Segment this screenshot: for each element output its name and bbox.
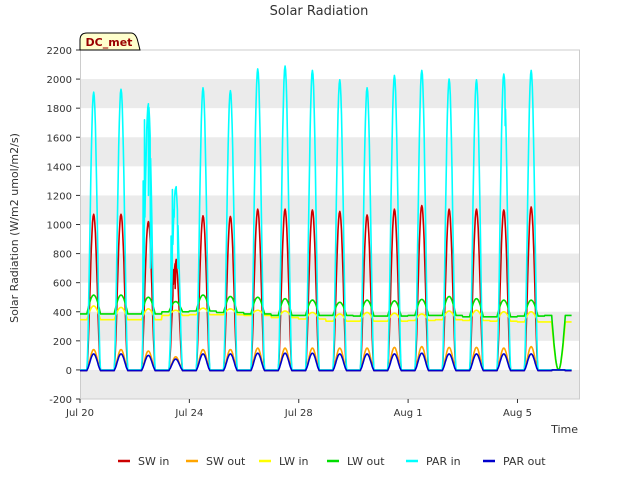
grid-band (80, 195, 579, 225)
y-axis: -200 0 200 400 600 800 1000 1200 1400 1600 1800 200… (47, 46, 80, 406)
legend-label: SW in (138, 455, 169, 468)
chart-title: Solar Radiation (270, 4, 369, 19)
series-line-lw-out (79, 294, 572, 371)
plot-frame (80, 49, 580, 400)
y-tick-label: 2200 (47, 46, 72, 57)
grid-band (80, 79, 579, 109)
legend: SW in SW out LW in LW out PAR in PAR out (118, 455, 546, 468)
x-axis-label: Time (550, 423, 578, 436)
y-axis-label: Solar Radiation (W/m2 umol/m2/s) (8, 133, 21, 323)
grid-band (80, 369, 579, 399)
series-line-lw-in (79, 305, 572, 371)
y-tick-label: 200 (53, 337, 72, 348)
y-tick-label: -200 (49, 395, 72, 406)
y-tick-label: 400 (53, 308, 72, 319)
x-tick-label: Aug 5 (503, 408, 532, 419)
grid-band (80, 253, 579, 283)
legend-label: LW out (347, 455, 385, 468)
y-tick-label: 1600 (47, 133, 72, 144)
y-tick-label: 0 (66, 366, 72, 377)
y-tick-label: 1000 (47, 221, 72, 232)
legend-label: SW out (206, 455, 246, 468)
x-axis: Jul 20 Jul 24 Jul 28 Aug 1 Aug 5 (65, 399, 532, 419)
legend-label: PAR out (503, 455, 546, 468)
badge-label: DC_met (86, 36, 133, 49)
x-tick-label: Aug 1 (394, 408, 423, 419)
y-tick-label: 1200 (47, 191, 72, 202)
y-tick-label: 600 (53, 279, 72, 290)
x-tick-label: Jul 28 (284, 408, 313, 419)
y-tick-label: 1400 (47, 162, 72, 173)
series-lines (79, 65, 572, 372)
badge-shape (79, 32, 141, 51)
series-line-par-out (79, 352, 572, 372)
y-tick-label: 800 (53, 250, 72, 261)
legend-label: LW in (279, 455, 309, 468)
legend-label: PAR in (426, 455, 461, 468)
x-tick-label: Jul 24 (174, 408, 203, 419)
y-tick-label: 2000 (47, 75, 72, 86)
grid-band (80, 137, 579, 167)
x-tick-label: Jul 20 (65, 408, 94, 419)
y-tick-label: 1800 (47, 104, 72, 115)
dc-met-badge: DC_met (79, 32, 141, 51)
